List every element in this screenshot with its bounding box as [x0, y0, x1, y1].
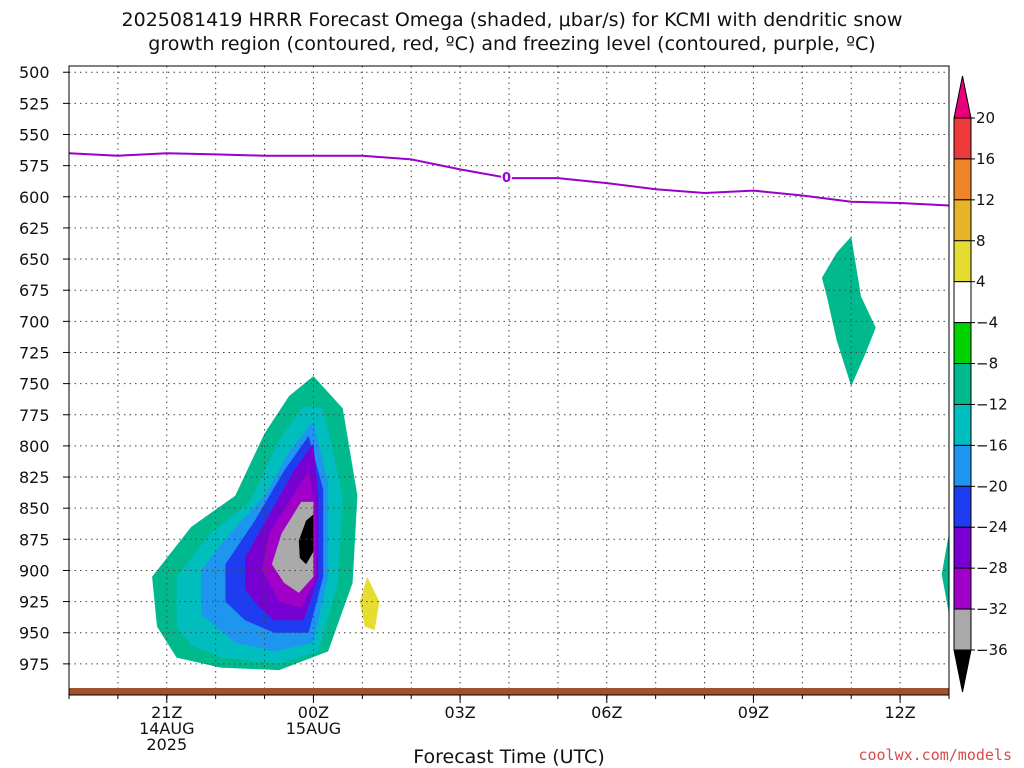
- colorbar-box-8: [953, 444, 972, 487]
- x-tick-label-5-0: 12Z: [884, 703, 915, 722]
- omega-region-14: [868, 430, 918, 556]
- colorbar-label-5: −4: [976, 314, 998, 332]
- colorbar-label-11: −28: [976, 559, 1008, 577]
- colorbar-label-2: 12: [976, 191, 995, 209]
- freezing-level-label: 0: [502, 171, 511, 186]
- grid-layer: [69, 66, 949, 695]
- y-tick-label-650: 650: [19, 250, 50, 269]
- credit-link[interactable]: coolwx.com/models: [858, 746, 1012, 764]
- y-tick-label-550: 550: [19, 126, 50, 145]
- x-tick-label-0-1: 14AUG: [139, 719, 194, 738]
- y-tick-label-500: 500: [19, 63, 50, 82]
- freezing-level-line: [68, 152, 950, 207]
- y-tick-label-575: 575: [19, 157, 50, 176]
- colorbar: 20 16 12 8 4 −4 −8 −12 −16 −20 −24 −28 −32 −36: [953, 75, 1008, 693]
- colorbar-box-10: [953, 526, 972, 569]
- y-tick-label-775: 775: [19, 406, 50, 425]
- colorbar-box-4: [953, 281, 972, 324]
- y-tick-label-750: 750: [19, 375, 50, 394]
- y-tick-label-675: 675: [19, 281, 50, 300]
- colorbar-box-0: [953, 117, 972, 160]
- x-tick-label-2-0: 03Z: [444, 703, 475, 722]
- y-tick-label-600: 600: [19, 188, 50, 207]
- omega-region-13: [821, 236, 876, 387]
- y-tick-label-975: 975: [19, 655, 50, 674]
- colorbar-label-7: −12: [976, 395, 1008, 413]
- x-tick-label-1-0: 00Z: [298, 703, 329, 722]
- omega-region-9: [157, 377, 197, 456]
- colorbar-bottom-arrow: [953, 649, 972, 693]
- colorbar-box-3: [953, 240, 972, 283]
- omega-shading-layer: [152, 196, 949, 671]
- chart-title-line-2: growth region (contoured, red, ºC) and f…: [148, 33, 876, 55]
- colorbar-box-12: [953, 608, 972, 651]
- x-tick-label-1-1: 15AUG: [286, 719, 341, 738]
- y-tick-label-825: 825: [19, 468, 50, 487]
- x-tick-label-0-2: 2025: [146, 735, 187, 754]
- colorbar-label-10: −24: [976, 518, 1008, 536]
- x-tick-label-4-0: 09Z: [738, 703, 769, 722]
- colorbar-label-12: −32: [976, 600, 1008, 618]
- colorbar-top-arrow: [953, 75, 972, 119]
- colorbar-box-11: [953, 567, 972, 610]
- colorbar-label-8: −16: [976, 436, 1008, 454]
- colorbar-box-1: [953, 158, 972, 201]
- freezing-level-layer: 0: [68, 152, 950, 207]
- y-tick-label-725: 725: [19, 343, 50, 362]
- colorbar-box-2: [953, 199, 972, 242]
- y-axis-ticks: 500 525 550 575 600 625 650 675 700 725 750 775 800 8…: [19, 63, 69, 674]
- colorbar-box-6: [953, 363, 972, 405]
- y-tick-label-625: 625: [19, 219, 50, 238]
- omega-region-10: [357, 536, 461, 658]
- y-tick-label-850: 850: [19, 499, 50, 518]
- omega-region-15: [941, 533, 949, 614]
- y-tick-label-950: 950: [19, 624, 50, 643]
- omega-region-6: [271, 501, 314, 593]
- chart-title-line-1: 2025081419 HRRR Forecast Omega (shaded, …: [121, 9, 903, 31]
- colorbar-box-9: [953, 485, 972, 528]
- colorbar-label-9: −20: [976, 477, 1008, 495]
- x-tick-label-3-0: 06Z: [591, 703, 622, 722]
- y-tick-label-875: 875: [19, 530, 50, 549]
- colorbar-label-1: 16: [976, 150, 995, 168]
- x-axis-title: Forecast Time (UTC): [413, 746, 605, 768]
- omega-region-12: [509, 601, 632, 668]
- colorbar-box-5: [953, 322, 972, 365]
- omega-region-11: [359, 576, 380, 631]
- y-tick-label-525: 525: [19, 94, 50, 113]
- colorbar-box-7: [953, 403, 972, 446]
- y-tick-label-925: 925: [19, 593, 50, 612]
- y-tick-label-800: 800: [19, 437, 50, 456]
- y-tick-label-900: 900: [19, 561, 50, 580]
- x-tick-label-0-0: 21Z: [151, 703, 182, 722]
- y-tick-label-700: 700: [19, 312, 50, 331]
- ground-bar: [69, 688, 949, 695]
- colorbar-label-3: 8: [976, 232, 986, 250]
- colorbar-label-6: −8: [976, 355, 998, 373]
- colorbar-label-4: 4: [976, 273, 986, 291]
- colorbar-label-0: 20: [976, 109, 995, 127]
- colorbar-label-13: −36: [976, 641, 1008, 659]
